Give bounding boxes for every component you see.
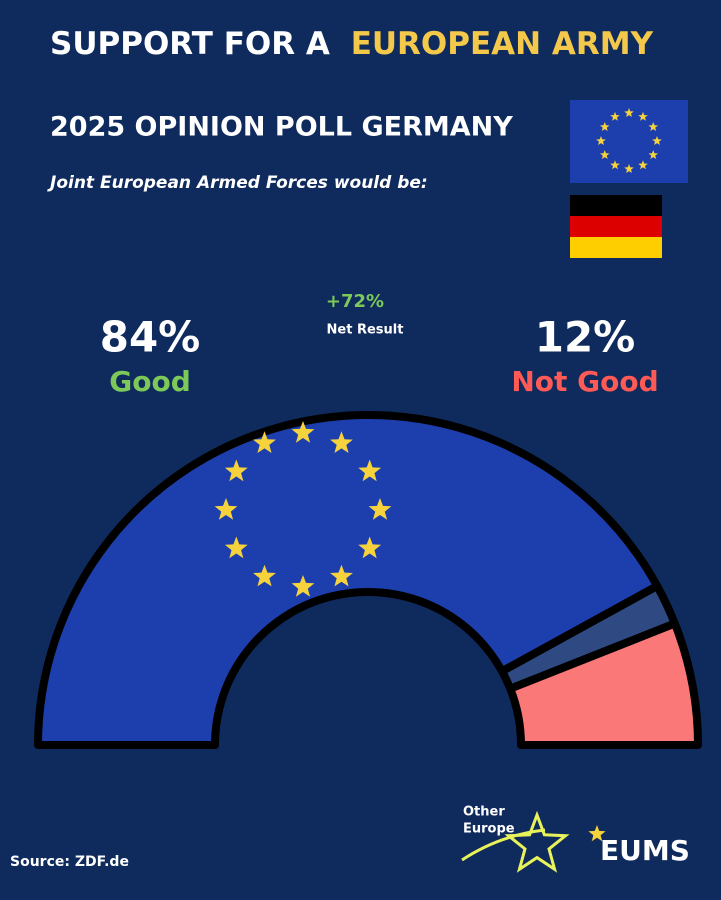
title-main: SUPPORT FOR A [50,26,330,62]
star [638,111,648,121]
star [330,431,353,453]
star [330,564,353,587]
star [253,431,276,453]
star [624,164,634,173]
star [588,825,606,842]
star [291,421,315,443]
star [504,810,570,873]
logo-swoosh [461,828,546,862]
eu-flag-stars [596,108,662,173]
semi-donut [34,411,702,749]
star [610,111,620,121]
segment [506,619,702,749]
star [358,536,382,559]
star [610,160,620,170]
logo-stars [504,810,606,873]
star [648,122,658,131]
net-result-label: Net Result [327,323,404,338]
de-flag-black [570,195,662,216]
star [224,536,248,559]
category-label: Not Good [511,365,658,398]
value-label: 84% [100,313,201,362]
star [253,564,276,587]
star [624,108,634,117]
title-highlight: EUROPEAN ARMY [351,26,654,62]
star [368,498,392,520]
logo-text: Other [463,805,505,820]
de-flag-red [570,216,662,237]
source: Source: ZDF.de [10,854,129,870]
star [358,459,382,482]
star [596,136,606,145]
star [648,150,658,159]
category-label: Good [109,365,191,398]
segment [34,411,662,749]
star [652,136,662,145]
value-label: 12% [535,313,636,362]
logo-text: Europe [463,822,515,837]
star [638,160,648,170]
star [600,122,610,131]
title: SUPPORT FOR A EUROPEAN ARMY [50,26,654,62]
arc-stars [214,421,392,597]
star [600,150,610,159]
subtitle: 2025 OPINION POLL GERMANY [50,112,513,143]
de-flag-gold [570,237,662,258]
star [291,575,315,597]
logo-eums: EUMS [600,834,690,867]
net-result: +72% [326,291,384,312]
star [214,498,238,520]
question: Joint European Armed Forces would be: [47,173,428,193]
star [224,459,248,482]
